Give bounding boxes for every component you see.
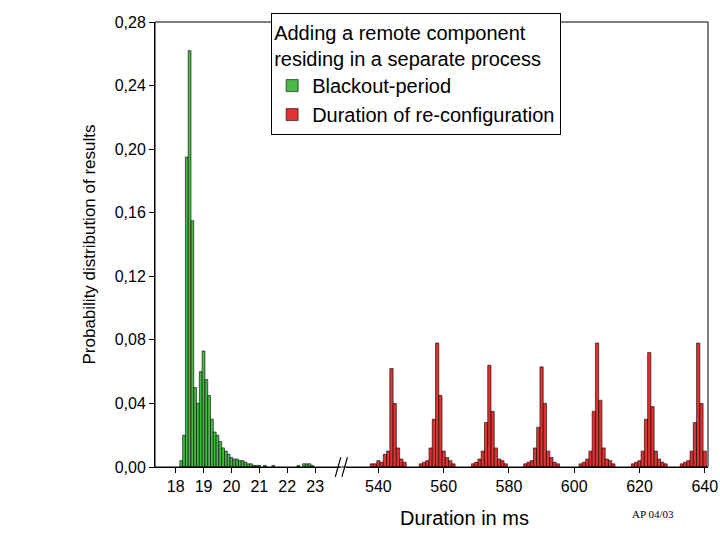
svg-text:0,00: 0,00 [115, 459, 146, 476]
svg-text:540: 540 [365, 478, 392, 495]
svg-text:Adding a remote componentresid: Adding a remote componentresiding in a s… [274, 22, 541, 70]
svg-text:0,28: 0,28 [115, 14, 146, 31]
svg-text:600: 600 [561, 478, 588, 495]
svg-text:560: 560 [430, 478, 457, 495]
svg-text:640: 640 [691, 478, 718, 495]
svg-text:580: 580 [496, 478, 523, 495]
svg-text:23: 23 [306, 478, 324, 495]
svg-text:620: 620 [626, 478, 653, 495]
svg-text:19: 19 [195, 478, 213, 495]
svg-text:0,24: 0,24 [115, 77, 146, 94]
svg-text:AP 04/03: AP 04/03 [632, 508, 674, 520]
svg-text:Duration of re-configuration: Duration of re-configuration [312, 104, 554, 126]
svg-text:Probability distribution of re: Probability distribution of results [80, 124, 99, 364]
svg-text:Duration in ms: Duration in ms [400, 507, 529, 529]
svg-text:Blackout-period: Blackout-period [312, 75, 451, 97]
svg-text:0,08: 0,08 [115, 331, 146, 348]
svg-text:0,16: 0,16 [115, 204, 146, 221]
svg-text:0,12: 0,12 [115, 268, 146, 285]
svg-text:0,04: 0,04 [115, 395, 146, 412]
svg-text:20: 20 [223, 478, 241, 495]
svg-text:21: 21 [250, 478, 268, 495]
svg-text:18: 18 [167, 478, 185, 495]
svg-text:0,20: 0,20 [115, 141, 146, 158]
svg-text:22: 22 [278, 478, 296, 495]
